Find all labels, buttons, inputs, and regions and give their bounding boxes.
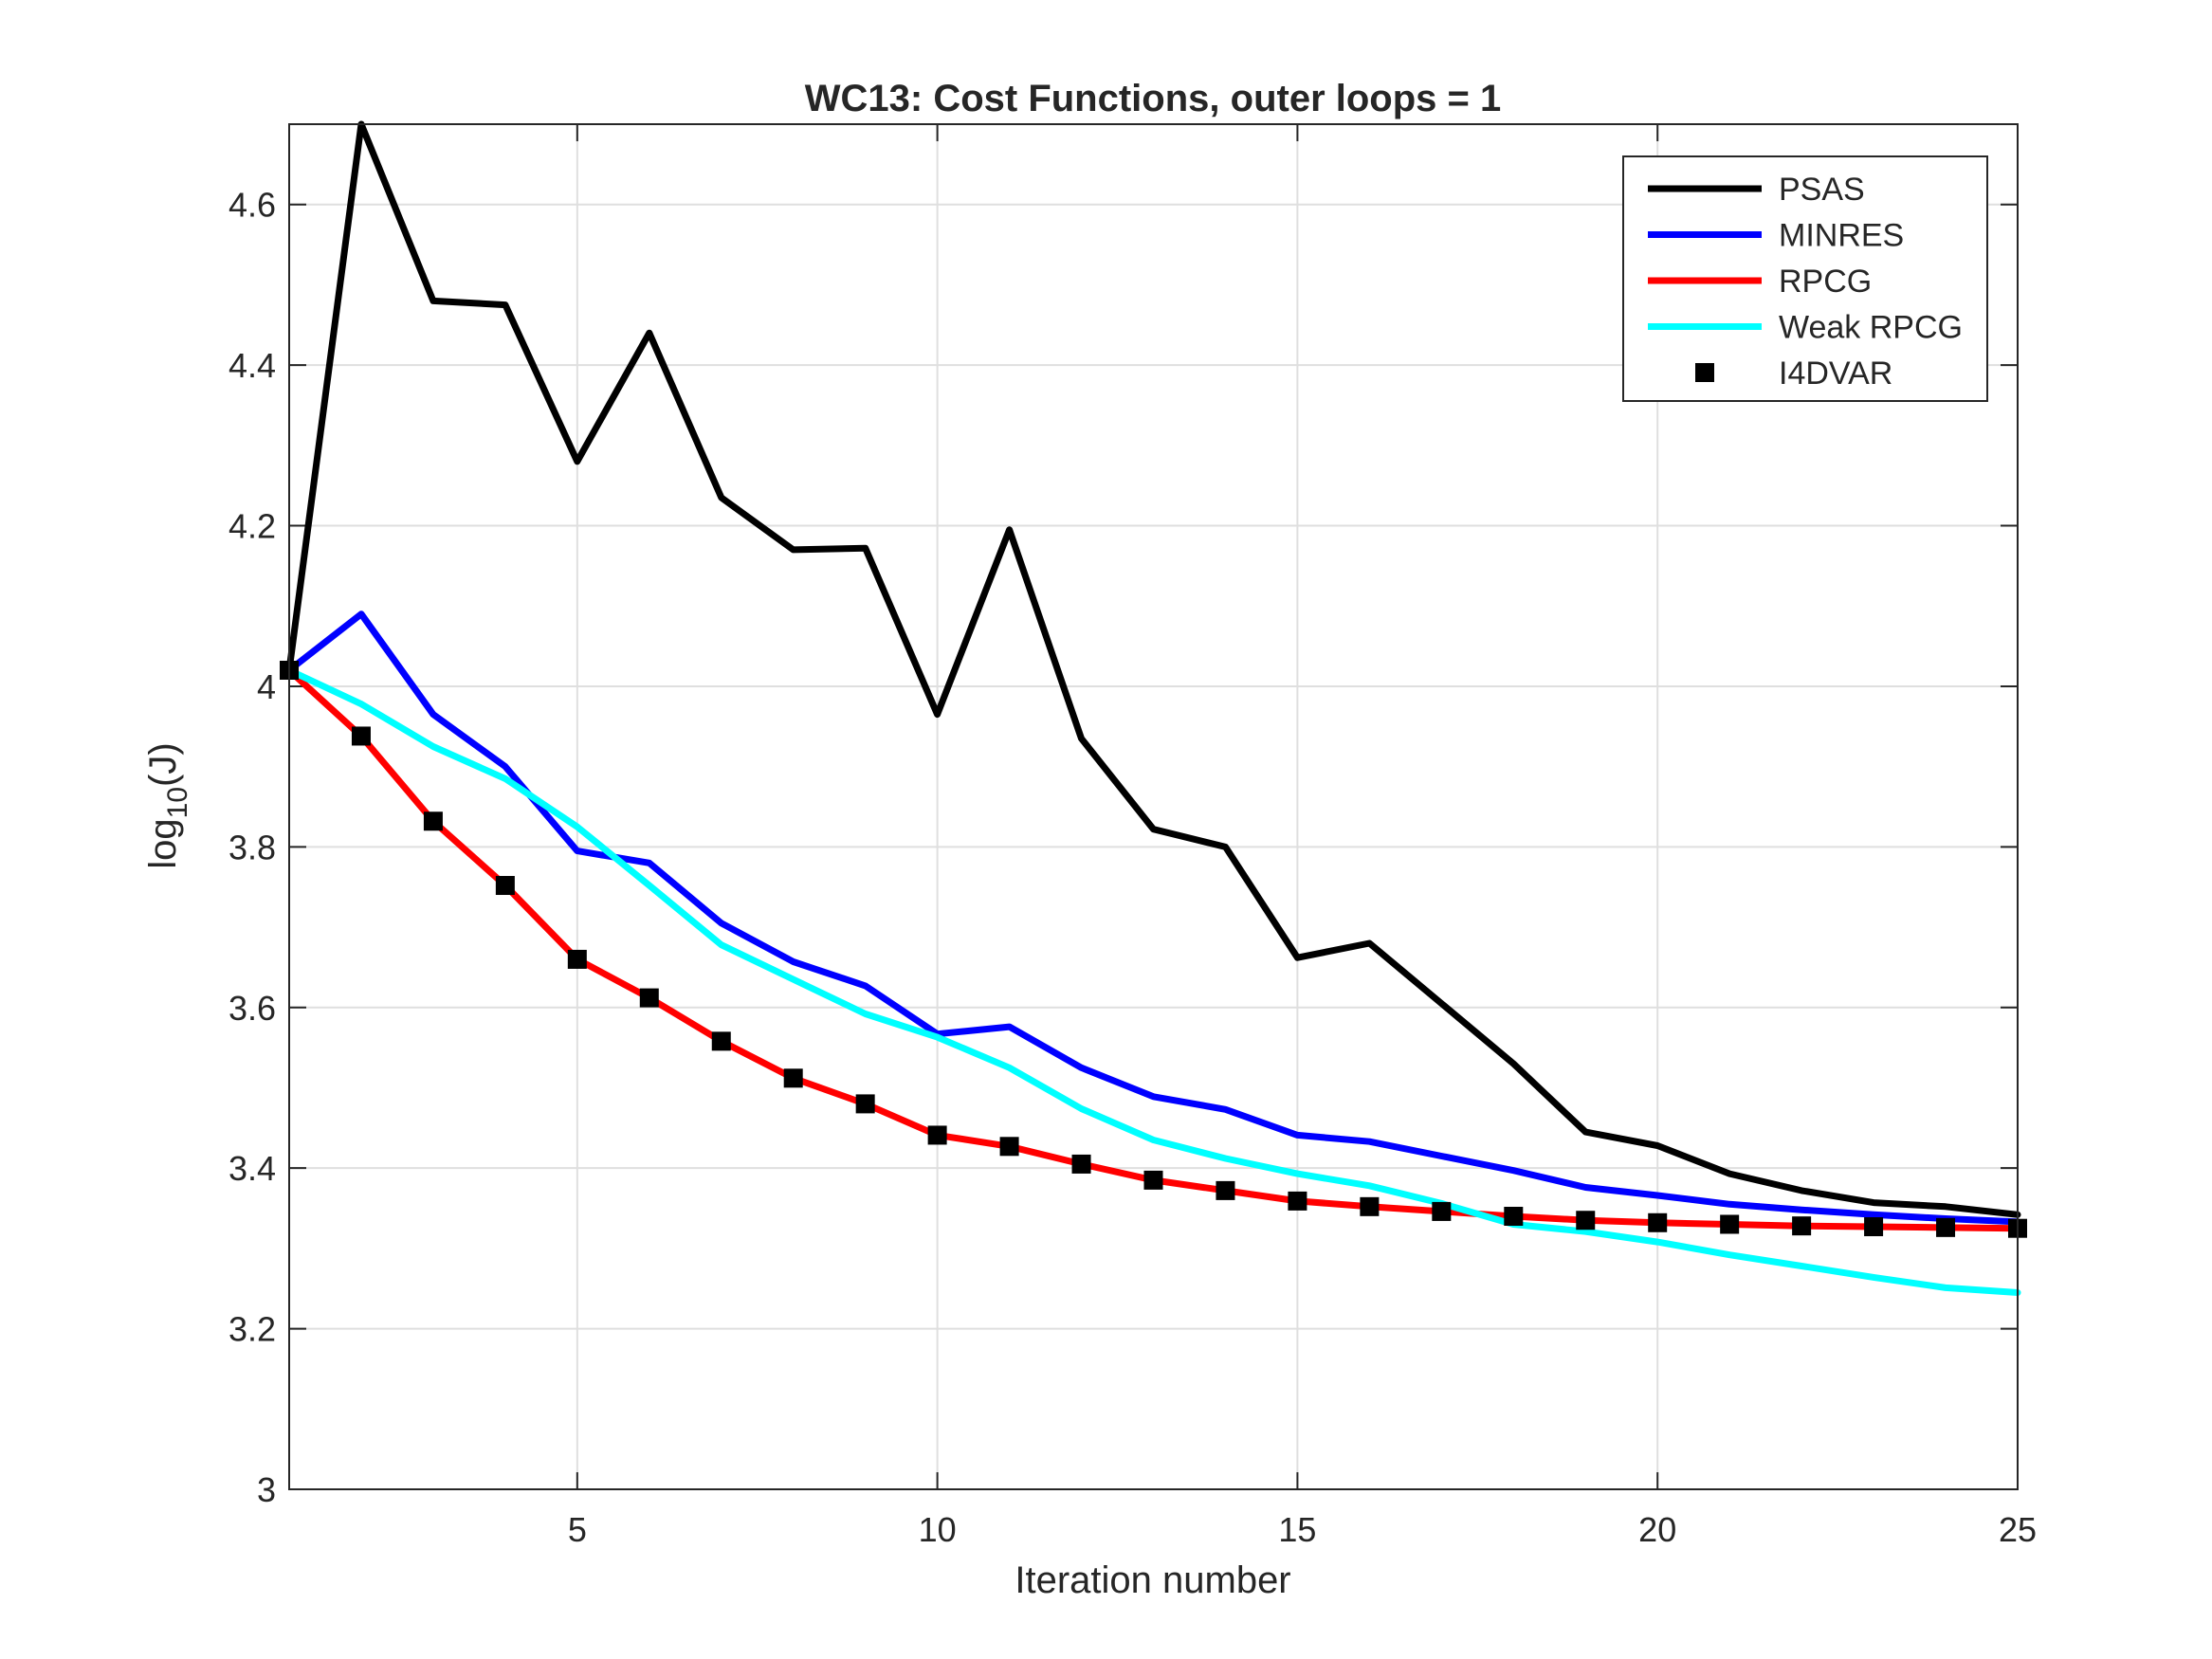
series-point-i4dvar	[1432, 1201, 1452, 1221]
series-point-i4dvar	[855, 1094, 875, 1114]
legend-label-minres: MINRES	[1779, 218, 1904, 254]
series-line-minres	[285, 611, 2021, 1226]
legend-label-rpcg: RPCG	[1779, 264, 1872, 300]
y-tick-label: 3	[257, 1470, 276, 1509]
series-point-i4dvar	[1504, 1207, 1524, 1226]
plot-frame	[288, 123, 2019, 1490]
series-point-i4dvar	[567, 949, 587, 969]
x-tick-labels: 5 10 15 20 25	[568, 1510, 2037, 1549]
y-tick-label: 4.4	[229, 346, 276, 385]
legend-label-weak-rpcg: Weak RPCG	[1779, 310, 1963, 346]
chart-title: WC13: Cost Functions, outer loops = 1	[805, 78, 1502, 119]
y-tick-labels: 3 3.2 3.4 3.6 3.8 4 4.2 4.4 4.6	[229, 186, 276, 1509]
series-point-i4dvar	[999, 1137, 1019, 1157]
y-tick-label: 3.6	[229, 989, 276, 1028]
y-tick-label: 4.6	[229, 186, 276, 225]
series-point-i4dvar	[927, 1125, 947, 1145]
series-point-i4dvar	[423, 811, 443, 831]
series-point-i4dvar	[783, 1068, 803, 1088]
x-tick-label: 5	[568, 1510, 587, 1549]
x-tick-label: 25	[1999, 1510, 2037, 1549]
legend-label-psas: PSAS	[1779, 172, 1865, 208]
legend-swatch-i4dvar	[1695, 363, 1714, 382]
series-point-i4dvar	[1792, 1216, 1812, 1236]
y-axis-label-main: log	[142, 818, 184, 868]
series-point-i4dvar	[1720, 1214, 1740, 1234]
series-point-i4dvar	[1216, 1180, 1235, 1200]
x-tick-label: 15	[1278, 1510, 1316, 1549]
y-axis-label-group: log10(J)	[142, 742, 193, 868]
y-tick-label: 3.4	[229, 1149, 276, 1188]
series-point-i4dvar	[1648, 1212, 1668, 1232]
x-axis-label: Iteration number	[1015, 1559, 1290, 1601]
y-axis-label-tail: (J)	[142, 742, 184, 787]
series-point-i4dvar	[351, 726, 371, 746]
series-point-i4dvar	[639, 988, 659, 1008]
series-markers	[280, 661, 2027, 1238]
x-tick-label: 10	[919, 1510, 957, 1549]
series-point-i4dvar	[1143, 1170, 1163, 1190]
series-point-i4dvar	[1288, 1191, 1307, 1211]
series-point-i4dvar	[495, 876, 515, 896]
series-line-weak-rpcg	[285, 666, 2021, 1296]
y-tick-label: 3.8	[229, 828, 276, 866]
series-point-i4dvar	[711, 1031, 731, 1051]
legend: PSAS MINRES RPCG Weak RPCG I4DVAR	[1622, 155, 1988, 402]
legend-label-i4dvar: I4DVAR	[1779, 356, 1892, 392]
x-tick-label: 20	[1638, 1510, 1676, 1549]
y-axis-label: log10(J)	[142, 742, 193, 868]
y-tick-label: 4	[257, 667, 276, 706]
y-tick-label: 4.2	[229, 507, 276, 546]
series-point-i4dvar	[1936, 1217, 1956, 1237]
y-tick-label: 3.2	[229, 1310, 276, 1349]
series-point-i4dvar	[1864, 1217, 1884, 1237]
y-axis-label-subscript: 10	[162, 787, 193, 818]
series-point-i4dvar	[1360, 1196, 1380, 1216]
series-point-i4dvar	[1071, 1154, 1091, 1174]
series-line-psas	[285, 120, 2021, 1218]
series-point-i4dvar	[1576, 1211, 1596, 1231]
